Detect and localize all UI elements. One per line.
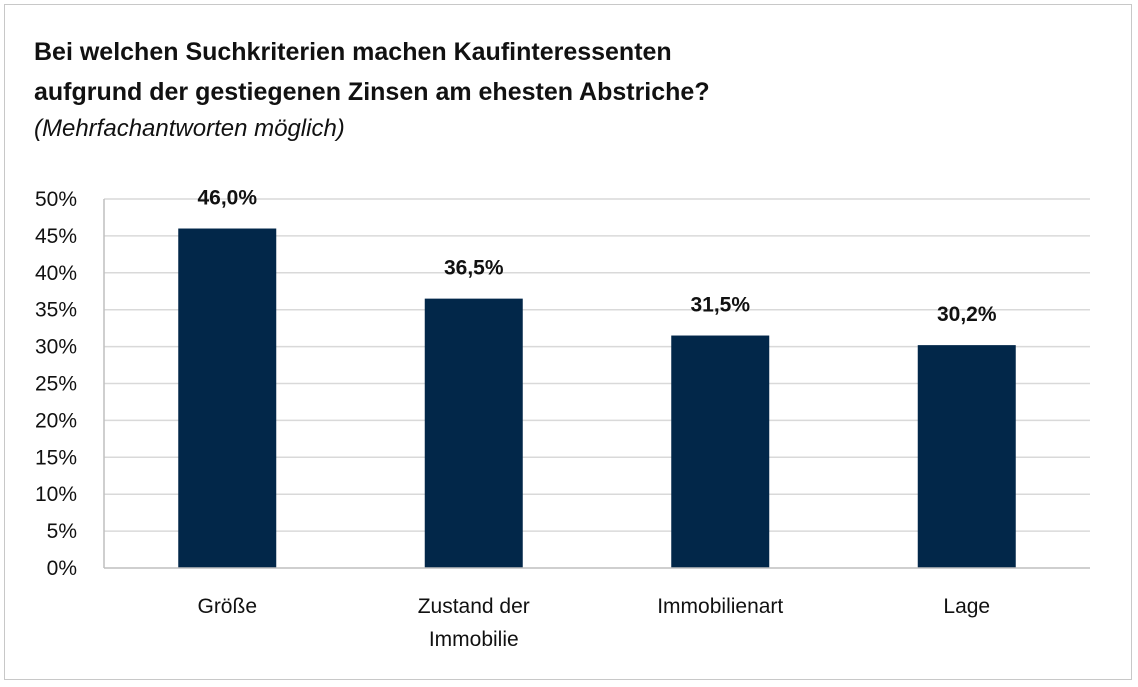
chart-subtitle: (Mehrfachantworten möglich) (34, 115, 345, 142)
y-tick-label: 20% (35, 409, 77, 432)
y-tick-label: 5% (47, 520, 77, 543)
category-labels: Größe Zustand der Immobilie Immobilienart La… (197, 595, 990, 651)
data-label: 46,0% (197, 187, 257, 210)
chart-title-line-2: aufgrund der gestiegenen Zinsen am ehest… (34, 78, 710, 106)
category-label: Zustand der (418, 595, 530, 618)
category-label: Immobilie (429, 628, 519, 651)
data-label: 30,2% (937, 303, 997, 326)
y-tick-label: 25% (35, 373, 77, 396)
y-tick-label: 10% (35, 483, 77, 506)
y-tick-label: 30% (35, 336, 77, 359)
y-tick-label: 45% (35, 225, 77, 248)
category-label: Lage (943, 595, 990, 618)
data-labels: 46,0% 36,5% 31,5% 30,2% (197, 187, 996, 327)
y-axis-tick-labels: 0% 5% 10% 15% 20% 25% 30% 35% 40% 45% 50% (35, 188, 77, 580)
y-tick-label: 15% (35, 446, 77, 469)
y-tick-label: 50% (35, 188, 77, 211)
y-tick-label: 0% (47, 557, 77, 580)
bar (424, 298, 523, 568)
bar (671, 335, 770, 568)
chart-title-line-1: Bei welchen Suchkriterien machen Kaufint… (34, 38, 672, 66)
data-label: 36,5% (444, 257, 504, 280)
y-tick-label: 40% (35, 262, 77, 285)
category-label: Größe (197, 595, 257, 618)
category-label: Immobilienart (657, 595, 783, 618)
y-tick-label: 35% (35, 299, 77, 322)
chart-title: Bei welchen Suchkriterien machen Kaufint… (34, 32, 1034, 112)
data-label: 31,5% (690, 294, 750, 317)
bar (917, 345, 1016, 568)
bar (178, 228, 277, 568)
bars (178, 228, 1016, 568)
